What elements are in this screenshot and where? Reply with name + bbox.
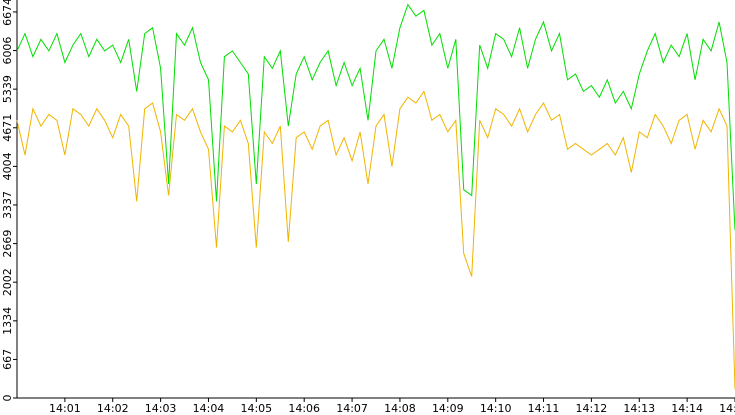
y-tick-label: 0 [1,395,14,402]
y-tick-label: 2669 [1,230,14,258]
x-tick-label: 14:09 [432,402,464,415]
series-line [16,90,735,390]
x-tick-label: 14:06 [288,402,320,415]
y-tick-label: 4004 [1,152,14,180]
x-tick-label: 14:13 [623,402,655,415]
y-tick-label: 5339 [1,75,14,103]
x-tick-label: 14:11 [528,402,560,415]
series-line [16,3,735,231]
x-tick-label: 14:10 [480,402,512,415]
y-tick-label: 4671 [1,114,14,142]
y-tick-label: 667 [1,349,14,370]
x-tick-label: 14:08 [384,402,416,415]
x-tick-label: 14:12 [576,402,608,415]
x-tick-label: 14:01 [49,402,81,415]
y-tick-label: 3337 [1,191,14,219]
x-tick-label: 14:04 [193,402,225,415]
x-tick-label: 14:03 [145,402,177,415]
x-tick-label: 14:05 [240,402,272,415]
x-tick-label: 14:02 [97,402,129,415]
y-tick-label: 2002 [1,268,14,296]
y-tick-label: 1334 [1,307,14,335]
x-tick-label: 14:14 [671,402,703,415]
y-tick-label: 6006 [1,37,14,65]
x-tick-label: 14:07 [336,402,368,415]
x-tick-label: 14:15 [719,402,735,415]
y-tick-label: 6674 [1,0,14,26]
